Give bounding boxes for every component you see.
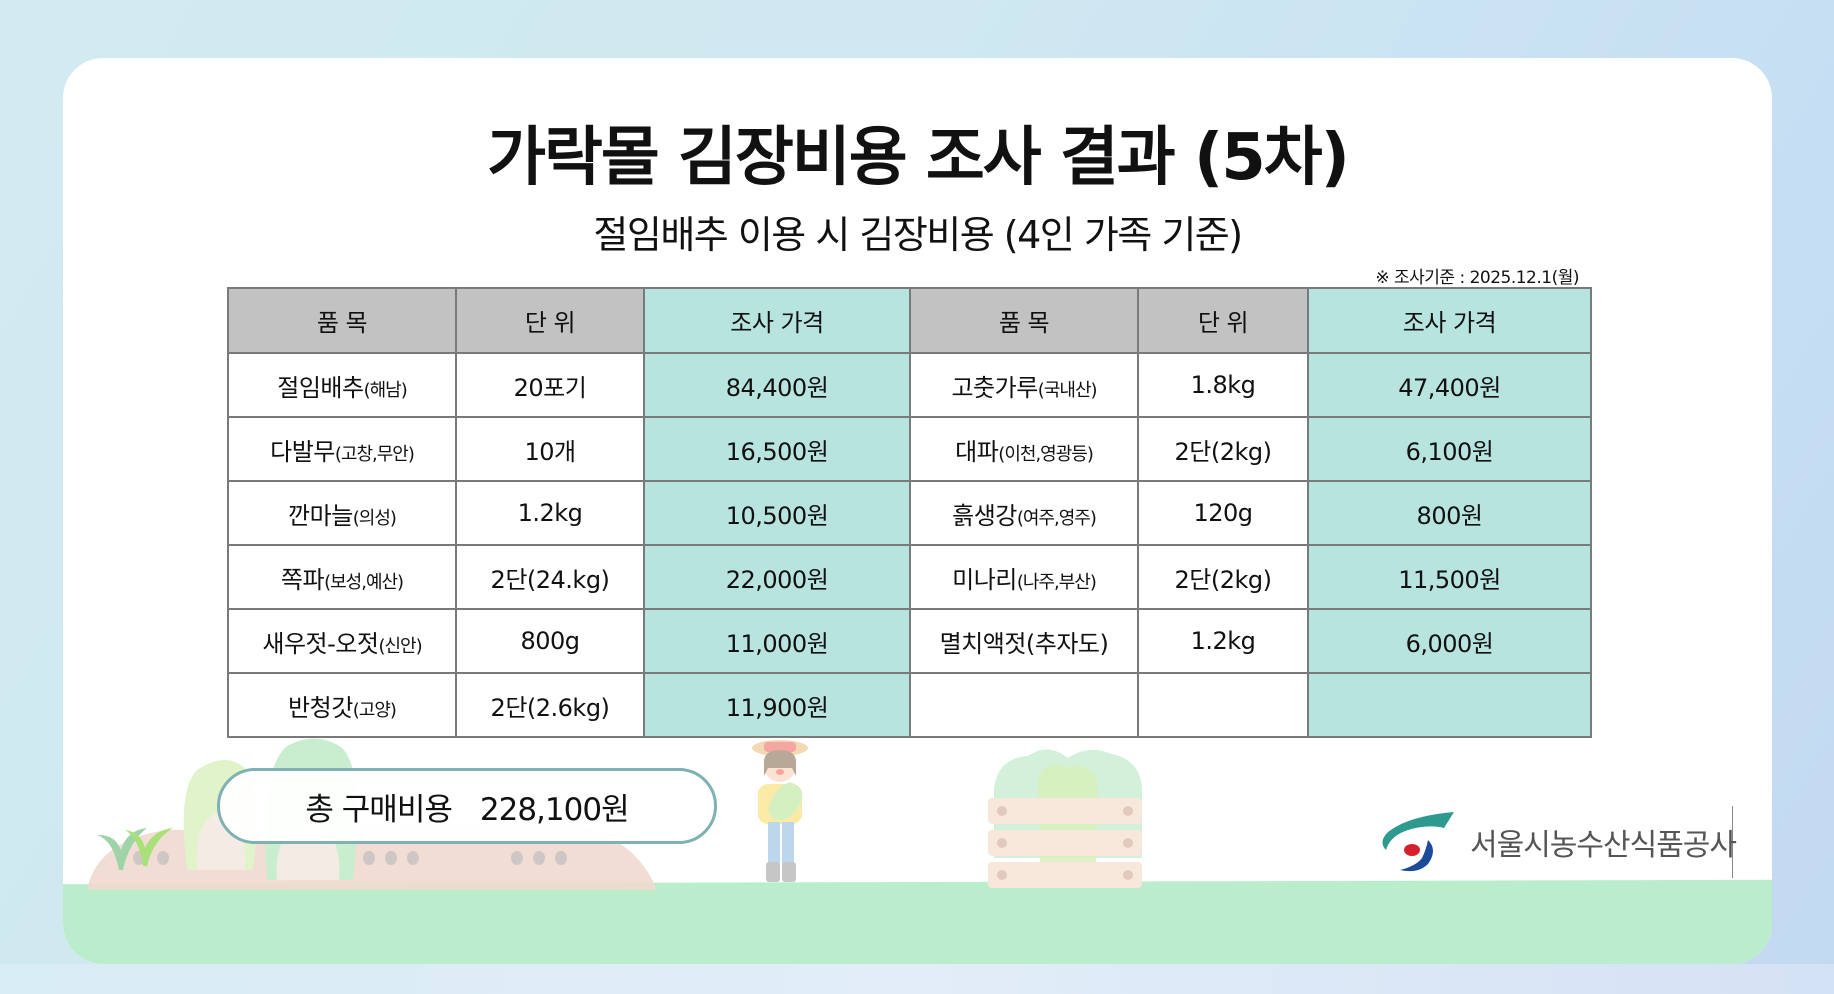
table-header-row: 품 목 단 위 조사 가격 품 목 단 위 조사 가격 [227, 287, 1592, 354]
unit-cell: 2단(2kg) [1137, 416, 1309, 482]
organization-logo: 서울시농수산식품공사 [1378, 810, 1737, 874]
item-cell: 절임배추(해남) [227, 352, 457, 418]
item-cell: 고춧가루(국내산) [909, 352, 1139, 418]
unit-cell: 2단(24.kg) [455, 544, 645, 610]
price-table: 품 목 단 위 조사 가격 품 목 단 위 조사 가격 절임배추(해남) 20포… [227, 287, 1592, 738]
table-row: 절임배추(해남) 20포기 84,400원 고춧가루(국내산) 1.8kg 47… [227, 352, 1592, 418]
header-item: 품 목 [909, 287, 1139, 354]
background-bottom [0, 964, 1834, 994]
table-row: 반청갓(고양) 2단(2.6kg) 11,900원 [227, 672, 1592, 738]
item-cell [909, 672, 1139, 738]
table-row: 쪽파(보성,예산) 2단(24.kg) 22,000원 미나리(나주,부산) 2… [227, 544, 1592, 610]
total-cost-badge: 총 구매비용 228,100원 [217, 768, 717, 844]
price-cell: 84,400원 [643, 352, 911, 418]
price-cell: 22,000원 [643, 544, 911, 610]
seoul-agro-fisheries-logo-icon [1382, 812, 1454, 872]
table-row: 새우젓-오젓(신안) 800g 11,000원 멸치액젓(추자도) 1.2kg … [227, 608, 1592, 674]
header-price: 조사 가격 [643, 287, 911, 354]
price-cell: 16,500원 [643, 416, 911, 482]
price-cell: 10,500원 [643, 480, 911, 546]
logo-divider [1732, 806, 1733, 878]
unit-cell: 1.2kg [1137, 608, 1309, 674]
item-cell: 깐마늘(의성) [227, 480, 457, 546]
unit-cell: 1.8kg [1137, 352, 1309, 418]
price-cell: 47,400원 [1307, 352, 1592, 418]
unit-cell: 1.2kg [455, 480, 645, 546]
unit-cell: 20포기 [455, 352, 645, 418]
unit-cell: 10개 [455, 416, 645, 482]
unit-cell: 800g [455, 608, 645, 674]
price-cell: 11,900원 [643, 672, 911, 738]
header-unit: 단 위 [1137, 287, 1309, 354]
item-cell: 새우젓-오젓(신안) [227, 608, 457, 674]
item-cell: 대파(이천,영광등) [909, 416, 1139, 482]
header-item: 품 목 [227, 287, 457, 354]
total-cost-label: 총 구매비용 [305, 791, 452, 828]
price-cell: 6,100원 [1307, 416, 1592, 482]
cabbage-crate-illustration [988, 749, 1142, 888]
unit-cell: 120g [1137, 480, 1309, 546]
item-cell: 다발무(고창,무안) [227, 416, 457, 482]
unit-cell: 2단(2.6kg) [455, 672, 645, 738]
item-cell: 미나리(나주,부산) [909, 544, 1139, 610]
header-price: 조사 가격 [1307, 287, 1592, 354]
organization-name: 서울시농수산식품공사 [1470, 828, 1737, 863]
total-cost-value: 228,100원 [479, 791, 630, 828]
price-cell: 800원 [1307, 480, 1592, 546]
table-row: 다발무(고창,무안) 10개 16,500원 대파(이천,영광등) 2단(2kg… [227, 416, 1592, 482]
survey-date-note: ※ 조사기준 : 2025.12.1(월) [1375, 268, 1579, 288]
item-cell: 멸치액젓(추자도) [909, 608, 1139, 674]
farmer-illustration [752, 740, 808, 882]
price-cell [1307, 672, 1592, 738]
item-cell: 흙생강(여주,영주) [909, 480, 1139, 546]
price-cell: 6,000원 [1307, 608, 1592, 674]
page-title: 가락몰 김장비용 조사 결과 (5차) [487, 121, 1350, 195]
price-cell: 11,500원 [1307, 544, 1592, 610]
item-cell: 반청갓(고양) [227, 672, 457, 738]
table-row: 깐마늘(의성) 1.2kg 10,500원 흙생강(여주,영주) 120g 80… [227, 480, 1592, 546]
unit-cell [1137, 672, 1309, 738]
infographic-card: 가락몰 김장비용 조사 결과 (5차) 절임배추 이용 시 김장비용 (4인 가… [63, 58, 1772, 964]
page-subtitle: 절임배추 이용 시 김장비용 (4인 가족 기준) [593, 213, 1243, 257]
ground-band [63, 890, 1772, 964]
header-unit: 단 위 [455, 287, 645, 354]
item-cell: 쪽파(보성,예산) [227, 544, 457, 610]
unit-cell: 2단(2kg) [1137, 544, 1309, 610]
price-cell: 11,000원 [643, 608, 911, 674]
